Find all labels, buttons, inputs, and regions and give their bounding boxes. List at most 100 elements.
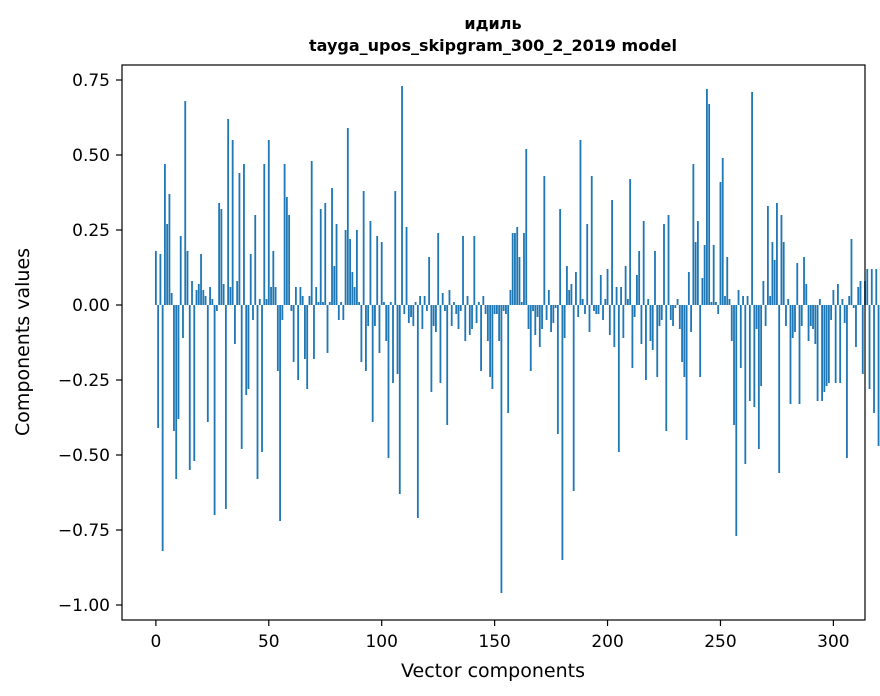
bar-267 bbox=[757, 305, 760, 449]
bar-270 bbox=[764, 305, 767, 326]
y-axis-label: Components values bbox=[12, 248, 34, 436]
bar-318 bbox=[873, 305, 875, 413]
bar-303 bbox=[839, 305, 842, 383]
bar-16 bbox=[191, 281, 193, 305]
bar-10 bbox=[177, 305, 180, 419]
bar-66 bbox=[304, 305, 306, 359]
bar-285 bbox=[798, 305, 801, 404]
bar-109 bbox=[401, 86, 403, 305]
bar-259 bbox=[739, 305, 742, 368]
bar-20 bbox=[200, 254, 202, 305]
bar-63 bbox=[297, 305, 300, 380]
bar-249 bbox=[717, 305, 720, 314]
y-tick-label: 0.50 bbox=[72, 146, 110, 166]
bar-59 bbox=[288, 215, 291, 305]
bar-71 bbox=[315, 287, 318, 305]
bar-206 bbox=[620, 287, 622, 305]
bar-4 bbox=[164, 164, 166, 305]
bar-14 bbox=[186, 251, 189, 305]
y-axis-ticks: −1.00 −0.75 −0.50 −0.25 0.00 0.25 0.50 0.75 bbox=[58, 71, 122, 616]
bar-23 bbox=[206, 305, 209, 422]
bar-118 bbox=[421, 305, 424, 329]
bar-160 bbox=[516, 227, 519, 305]
bar-117 bbox=[419, 296, 422, 305]
bar-30 bbox=[222, 284, 225, 305]
bar-178 bbox=[556, 305, 559, 434]
bar-220 bbox=[651, 305, 654, 350]
bar-229 bbox=[672, 305, 674, 326]
bar-144 bbox=[480, 305, 482, 371]
y-tick-label: −0.75 bbox=[58, 521, 110, 541]
bar-156 bbox=[507, 305, 510, 413]
bar-134 bbox=[457, 305, 460, 329]
bar-13 bbox=[184, 101, 187, 305]
bar-232 bbox=[678, 305, 681, 329]
bar-0 bbox=[154, 251, 157, 305]
bar-298 bbox=[827, 305, 830, 383]
bar-1 bbox=[157, 305, 160, 428]
bar-262 bbox=[746, 296, 749, 305]
bar-130 bbox=[448, 290, 451, 305]
bar-228 bbox=[669, 305, 672, 320]
bar-301 bbox=[834, 305, 837, 383]
bar-150 bbox=[493, 305, 496, 314]
bar-266 bbox=[755, 305, 758, 329]
bar-240 bbox=[696, 221, 699, 305]
bar-207 bbox=[622, 305, 625, 338]
bar-49 bbox=[265, 299, 268, 305]
bar-41 bbox=[247, 305, 250, 389]
bar-173 bbox=[545, 305, 548, 320]
bar-269 bbox=[762, 281, 765, 305]
bar-254 bbox=[728, 299, 731, 305]
bar-78 bbox=[331, 188, 333, 305]
bar-320 bbox=[877, 305, 880, 446]
bar-215 bbox=[640, 305, 643, 344]
bar-194 bbox=[593, 305, 595, 311]
bar-231 bbox=[676, 299, 679, 305]
y-tick-label: −0.50 bbox=[58, 446, 110, 466]
x-tick-label: 50 bbox=[258, 632, 280, 652]
bar-9 bbox=[175, 305, 178, 479]
bar-272 bbox=[769, 296, 772, 305]
bar-26 bbox=[213, 305, 216, 515]
bar-32 bbox=[227, 119, 230, 305]
bar-230 bbox=[674, 305, 677, 308]
bar-263 bbox=[748, 305, 751, 401]
x-tick-label: 250 bbox=[704, 632, 736, 652]
bar-295 bbox=[821, 305, 823, 401]
bar-306 bbox=[846, 305, 848, 458]
bar-257 bbox=[735, 305, 738, 536]
bar-69 bbox=[310, 161, 313, 305]
bar-11 bbox=[179, 236, 182, 305]
bar-184 bbox=[570, 284, 573, 305]
bar-163 bbox=[523, 233, 525, 305]
bar-106 bbox=[394, 191, 397, 305]
y-tick-label: 0.75 bbox=[72, 71, 110, 91]
y-tick-label: −0.25 bbox=[58, 371, 110, 391]
bar-132 bbox=[453, 302, 455, 305]
bar-35 bbox=[234, 305, 236, 344]
bar-238 bbox=[692, 164, 695, 305]
bar-60 bbox=[290, 305, 293, 311]
bar-167 bbox=[532, 305, 534, 311]
bar-242 bbox=[701, 278, 704, 305]
bar-180 bbox=[561, 305, 564, 560]
bar-208 bbox=[624, 266, 627, 305]
bar-145 bbox=[482, 296, 485, 305]
bar-100 bbox=[380, 242, 383, 305]
bar-65 bbox=[301, 296, 304, 305]
bar-260 bbox=[742, 296, 744, 305]
bar-102 bbox=[385, 305, 388, 341]
bar-292 bbox=[814, 305, 817, 344]
bar-123 bbox=[432, 305, 435, 326]
bar-165 bbox=[527, 305, 530, 329]
bar-168 bbox=[534, 305, 537, 335]
bar-287 bbox=[803, 257, 805, 305]
bar-278 bbox=[782, 242, 785, 305]
bar-256 bbox=[733, 305, 735, 425]
bar-33 bbox=[229, 287, 232, 305]
bar-29 bbox=[220, 209, 223, 305]
bar-187 bbox=[577, 305, 580, 317]
bar-284 bbox=[796, 263, 799, 305]
